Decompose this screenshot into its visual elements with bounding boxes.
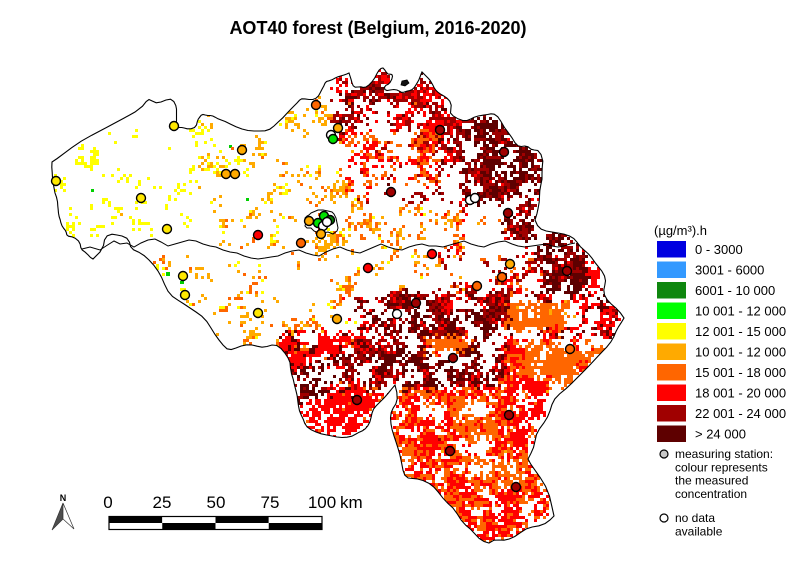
svg-text:available: available	[675, 524, 723, 538]
svg-text:3001 - 6000: 3001 - 6000	[695, 263, 764, 278]
svg-text:25: 25	[153, 493, 172, 512]
svg-text:15 001 - 18 000: 15 001 - 18 000	[695, 365, 786, 380]
svg-text:0 - 3000: 0 - 3000	[695, 242, 743, 257]
svg-text:22 001 - 24 000: 22 001 - 24 000	[695, 406, 786, 421]
svg-text:> 24 000: > 24 000	[695, 427, 746, 442]
svg-text:N: N	[60, 493, 67, 503]
svg-text:measuring station:: measuring station:	[675, 447, 773, 461]
svg-text:10 001 - 12 000: 10 001 - 12 000	[695, 304, 786, 319]
svg-text:10 001 - 12 000: 10 001 - 12 000	[695, 345, 786, 360]
svg-text:75: 75	[261, 493, 280, 512]
svg-text:AOT40 forest (Belgium, 2016-20: AOT40 forest (Belgium, 2016-2020)	[229, 18, 526, 38]
svg-text:concentration: concentration	[675, 487, 747, 501]
svg-text:the measured: the measured	[675, 474, 748, 488]
svg-text:100: 100	[308, 493, 336, 512]
svg-text:6001 - 10 000: 6001 - 10 000	[695, 283, 775, 298]
svg-text:(µg/m³).h: (µg/m³).h	[654, 223, 707, 238]
svg-text:12 001 - 15 000: 12 001 - 15 000	[695, 324, 786, 339]
svg-text:km: km	[340, 493, 363, 512]
svg-text:no data: no data	[675, 511, 715, 525]
svg-text:50: 50	[207, 493, 226, 512]
svg-text:0: 0	[103, 493, 112, 512]
svg-text:colour represents: colour represents	[675, 460, 768, 474]
svg-text:18 001 - 20 000: 18 001 - 20 000	[695, 386, 786, 401]
